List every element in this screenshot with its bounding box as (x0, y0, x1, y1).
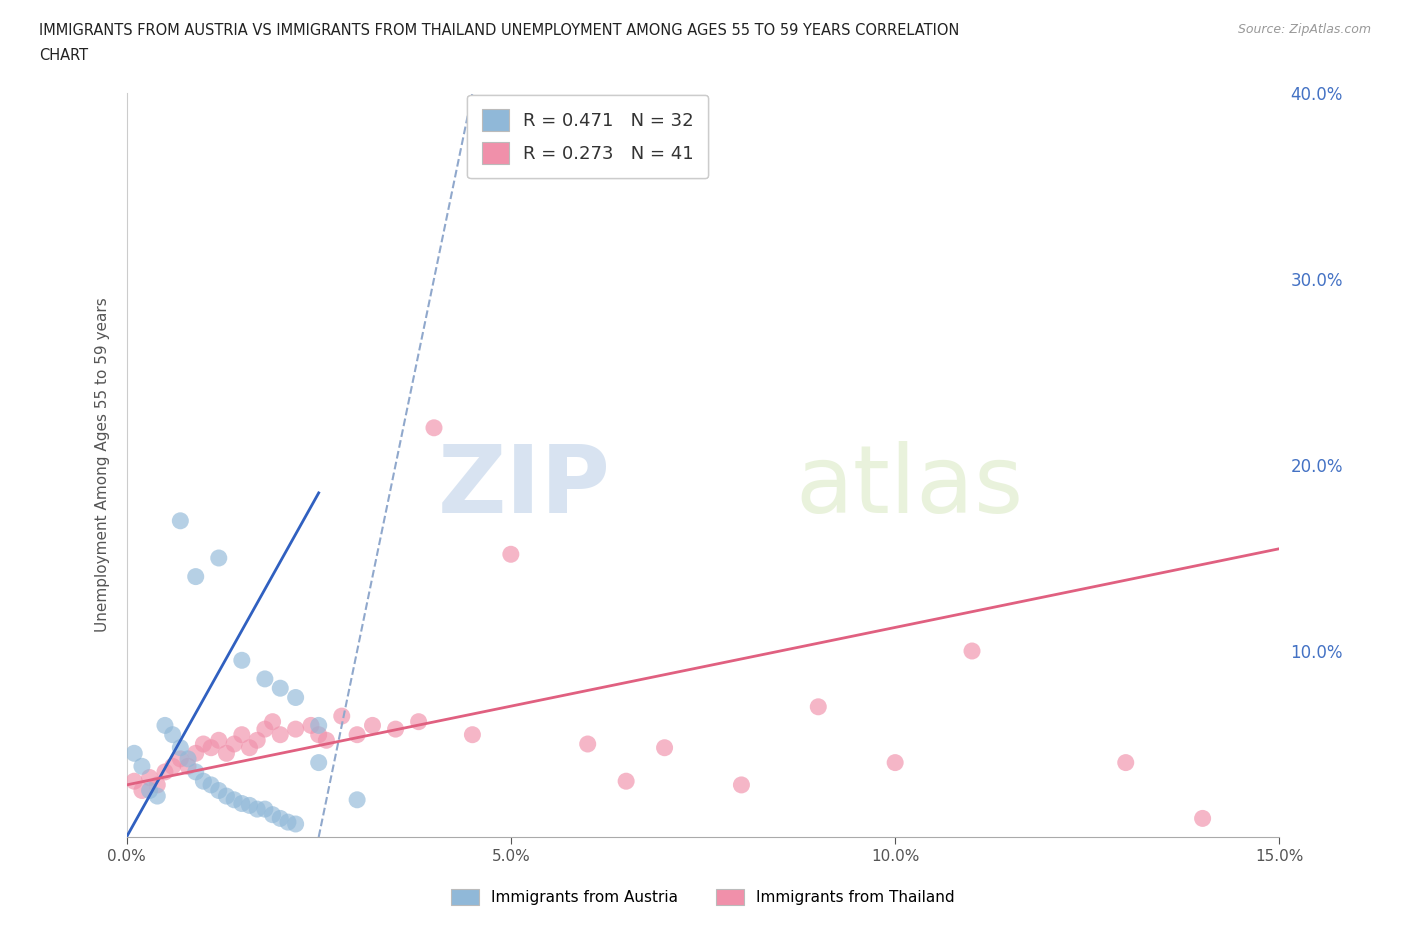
Point (262, 714, 284, 729)
Point (499, 547, 522, 562)
Point (215, 746, 238, 761)
Point (193, 774, 215, 789)
Point (146, 789, 169, 804)
Point (162, 759, 184, 774)
Point (269, 811, 291, 826)
Point (299, 718, 322, 733)
Point (177, 759, 200, 774)
Point (346, 727, 368, 742)
Point (308, 727, 330, 742)
Point (253, 671, 276, 686)
Text: ZIP: ZIP (437, 442, 610, 533)
Point (193, 737, 215, 751)
Point (200, 740, 222, 755)
Point (224, 792, 246, 807)
Point (614, 774, 637, 789)
Point (208, 733, 231, 748)
Point (253, 802, 276, 817)
Point (884, 755, 907, 770)
Point (408, 714, 430, 729)
Point (284, 817, 307, 831)
Text: atlas: atlas (796, 442, 1024, 533)
Point (169, 740, 191, 755)
Point (284, 722, 307, 737)
Point (138, 770, 160, 785)
Point (576, 737, 599, 751)
Point (960, 644, 983, 658)
Point (208, 783, 231, 798)
Point (423, 420, 446, 435)
Point (269, 727, 291, 742)
Point (169, 513, 191, 528)
Point (315, 733, 337, 748)
Point (277, 815, 299, 830)
Point (308, 755, 330, 770)
Legend: R = 0.471   N = 32, R = 0.273   N = 41: R = 0.471 N = 32, R = 0.273 N = 41 (467, 95, 709, 179)
Point (138, 783, 160, 798)
Point (208, 551, 231, 565)
Point (122, 774, 145, 789)
Point (153, 764, 176, 779)
Point (807, 699, 830, 714)
Point (231, 727, 253, 742)
Point (308, 718, 330, 733)
Point (153, 718, 176, 733)
Point (224, 737, 246, 751)
Point (654, 740, 676, 755)
Point (730, 777, 752, 792)
Point (330, 709, 353, 724)
Point (231, 796, 253, 811)
Point (177, 751, 200, 766)
Point (131, 759, 153, 774)
Point (1191, 811, 1213, 826)
Text: CHART: CHART (39, 48, 89, 63)
Point (361, 718, 384, 733)
Point (162, 727, 184, 742)
Point (215, 789, 238, 804)
Point (253, 722, 276, 737)
Point (184, 746, 207, 761)
Point (384, 722, 406, 737)
Point (284, 690, 307, 705)
Text: Source: ZipAtlas.com: Source: ZipAtlas.com (1237, 23, 1371, 36)
Point (246, 802, 269, 817)
Y-axis label: Unemployment Among Ages 55 to 59 years: Unemployment Among Ages 55 to 59 years (94, 298, 110, 632)
Point (269, 681, 291, 696)
Point (169, 751, 191, 766)
Point (184, 569, 207, 584)
Point (231, 653, 253, 668)
Point (262, 807, 284, 822)
Point (1115, 755, 1137, 770)
Point (346, 792, 368, 807)
Point (146, 777, 169, 792)
Point (184, 764, 207, 779)
Point (238, 740, 260, 755)
Point (246, 733, 269, 748)
Text: IMMIGRANTS FROM AUSTRIA VS IMMIGRANTS FROM THAILAND UNEMPLOYMENT AMONG AGES 55 T: IMMIGRANTS FROM AUSTRIA VS IMMIGRANTS FR… (39, 23, 960, 38)
Point (200, 777, 222, 792)
Point (122, 746, 145, 761)
Point (131, 783, 153, 798)
Point (461, 727, 484, 742)
Legend: Immigrants from Austria, Immigrants from Thailand: Immigrants from Austria, Immigrants from… (444, 882, 962, 913)
Point (238, 798, 260, 813)
